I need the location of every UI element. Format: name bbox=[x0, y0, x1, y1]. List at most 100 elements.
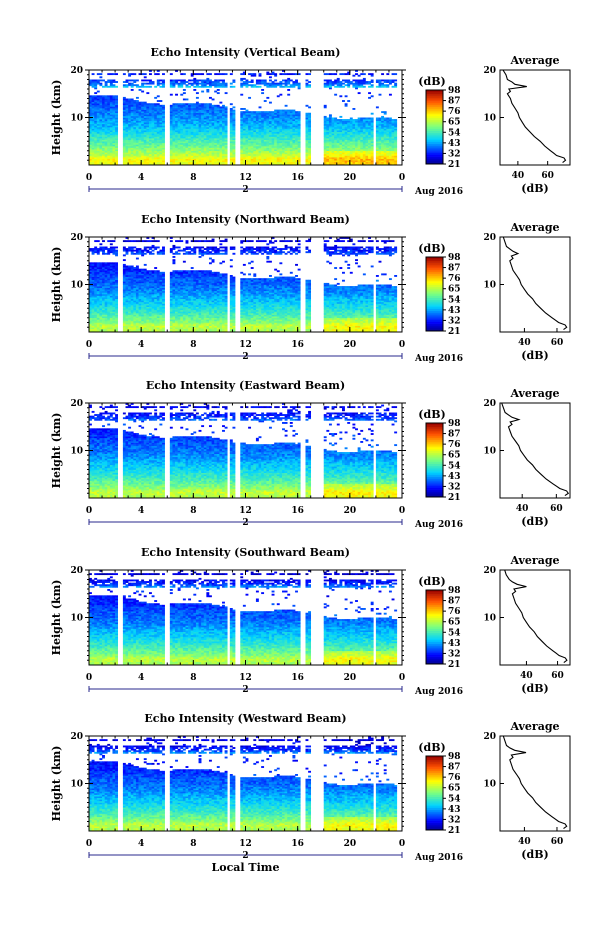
colorbar-segment bbox=[426, 125, 443, 128]
heatmap-cell bbox=[368, 73, 371, 76]
heatmap-cell bbox=[89, 161, 92, 164]
heatmap-cell bbox=[206, 89, 210, 91]
heatmap-cell bbox=[206, 85, 210, 88]
heatmap-cell bbox=[104, 133, 108, 136]
heatmap-cell bbox=[357, 117, 361, 120]
heatmap-cell bbox=[219, 79, 223, 82]
heatmap-cell bbox=[360, 79, 364, 82]
heatmap-cell bbox=[222, 73, 225, 76]
heatmap-cell bbox=[177, 103, 181, 106]
heatmap-cell bbox=[391, 73, 395, 76]
heatmap-cell bbox=[365, 117, 369, 120]
heatmap-cell bbox=[279, 109, 283, 112]
heatmap-cell bbox=[232, 109, 236, 112]
heatmap-cell bbox=[201, 90, 205, 93]
colorbar-segment bbox=[426, 139, 443, 143]
heatmap-cell bbox=[102, 95, 105, 98]
heatmap-cell bbox=[109, 84, 113, 87]
heatmap-cell bbox=[130, 163, 134, 166]
heatmap-cell bbox=[138, 158, 142, 161]
heatmap-cell bbox=[89, 158, 92, 161]
heatmap-cell bbox=[89, 103, 92, 106]
heatmap-cell bbox=[125, 79, 129, 82]
heatmap-cell bbox=[130, 112, 134, 115]
heatmap-cell bbox=[214, 104, 218, 107]
heatmap-cell bbox=[308, 73, 312, 76]
heatmap-cell bbox=[125, 106, 129, 109]
heatmap-cell bbox=[115, 262, 118, 265]
heatmap-cell bbox=[276, 95, 280, 98]
heatmap-cell bbox=[96, 103, 100, 106]
heatmap-cell bbox=[115, 73, 118, 76]
heatmap-cell bbox=[328, 73, 332, 76]
heatmap-cell bbox=[344, 79, 348, 82]
heatmap-cell bbox=[122, 128, 126, 131]
heatmap-cell bbox=[115, 130, 118, 133]
heatmap-cell bbox=[188, 82, 192, 85]
heatmap-cell bbox=[109, 122, 113, 125]
colorbar-segment bbox=[426, 136, 443, 139]
heatmap-cell bbox=[91, 96, 95, 99]
heatmap-cell bbox=[112, 262, 116, 265]
heatmap-cell bbox=[112, 133, 116, 136]
heatmap-cell bbox=[104, 152, 108, 155]
heatmap-cell bbox=[130, 120, 134, 123]
heatmap-cell bbox=[128, 128, 132, 131]
heatmap-cell bbox=[96, 161, 100, 164]
colorbar-segment bbox=[426, 123, 443, 126]
heatmap-cell bbox=[128, 147, 132, 150]
heatmap-cell bbox=[109, 117, 113, 120]
heatmap-cell bbox=[115, 139, 118, 142]
heatmap-cell bbox=[115, 142, 118, 145]
heatmap-cell bbox=[99, 73, 103, 76]
heatmap-cell bbox=[96, 81, 100, 83]
heatmap-cell bbox=[109, 139, 113, 142]
heatmap-cell bbox=[112, 240, 116, 243]
heatmap-cell bbox=[391, 79, 395, 82]
heatmap-cell bbox=[109, 120, 113, 123]
heatmap-cell bbox=[112, 141, 116, 144]
heatmap-cell bbox=[128, 153, 132, 156]
heatmap-cell bbox=[109, 134, 113, 137]
heatmap-cell bbox=[141, 101, 145, 104]
heatmap-cell bbox=[89, 119, 92, 121]
heatmap-cell bbox=[323, 82, 327, 85]
colorbar-segment bbox=[426, 151, 443, 154]
heatmap-cell bbox=[130, 125, 134, 128]
heatmap-cell bbox=[130, 150, 134, 153]
heatmap-cell bbox=[115, 147, 118, 150]
heatmap-cell bbox=[107, 100, 111, 102]
heatmap-cell bbox=[130, 106, 134, 109]
heatmap-cell bbox=[109, 112, 113, 115]
heatmap-cell bbox=[245, 79, 249, 82]
colorbar-tick-label: 76 bbox=[448, 107, 461, 117]
heatmap-cell bbox=[128, 146, 132, 148]
heatmap-cell bbox=[287, 73, 291, 76]
heatmap-cell bbox=[94, 141, 98, 144]
heatmap-cell bbox=[89, 141, 92, 144]
heatmap-cell bbox=[112, 95, 116, 98]
heatmap-cell bbox=[135, 160, 139, 163]
heatmap-cell bbox=[130, 123, 134, 126]
heatmap-cell bbox=[115, 134, 118, 137]
x-tick-label: 0 bbox=[399, 173, 405, 183]
heatmap-cell bbox=[133, 131, 137, 134]
heatmap-cell bbox=[91, 114, 95, 117]
heatmap-cell bbox=[378, 93, 382, 96]
heatmap-cell bbox=[112, 115, 116, 118]
heatmap-cell bbox=[115, 144, 118, 147]
heatmap-cell bbox=[96, 128, 100, 131]
heatmap-cell bbox=[89, 128, 92, 131]
heatmap-cell bbox=[94, 246, 98, 249]
heatmap-cell bbox=[104, 95, 108, 98]
heatmap-cell bbox=[94, 95, 98, 98]
heatmap-cell bbox=[109, 103, 113, 106]
heatmap-cell bbox=[135, 117, 139, 120]
heatmap-cell bbox=[99, 114, 103, 117]
heatmap-cell bbox=[133, 117, 137, 120]
heatmap-cell bbox=[185, 98, 189, 101]
heatmap-cell bbox=[305, 79, 309, 82]
heatmap-cell bbox=[198, 79, 202, 82]
heatmap-cell bbox=[133, 163, 137, 166]
heatmap-cell bbox=[182, 79, 186, 82]
